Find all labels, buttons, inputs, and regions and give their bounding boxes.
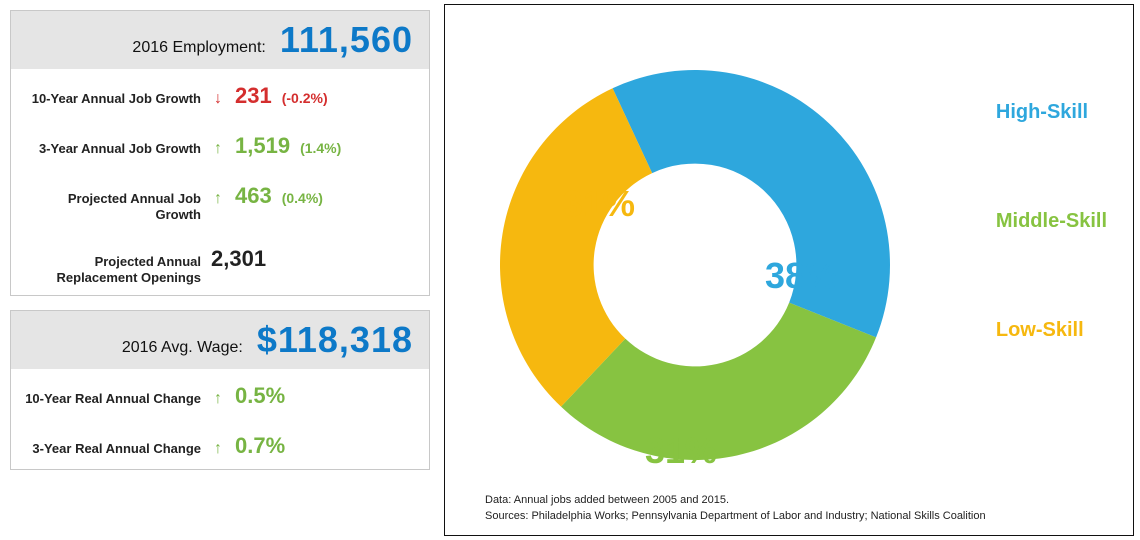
stat-row-label: 3-Year Annual Job Growth xyxy=(21,141,201,157)
legend: High-Skill Middle-Skill Low-Skill xyxy=(996,101,1107,342)
donut-slice-label: 31% xyxy=(645,430,717,472)
legend-item: High-Skill xyxy=(996,101,1107,124)
arrow-down-icon: ↓ xyxy=(211,90,225,108)
stat-row-value: 0.7% xyxy=(235,433,285,459)
left-panel: 2016 Employment: 111,560 10-Year Annual … xyxy=(0,0,430,540)
employment-rows: 10-Year Annual Job Growth ↓ 231 (-0.2%) 3-Ye… xyxy=(11,69,429,295)
wage-rows: 10-Year Real Annual Change ↑ 0.5% 3-Year Re… xyxy=(11,369,429,469)
stat-row: 3-Year Real Annual Change ↑ 0.7% xyxy=(11,419,429,469)
donut-chart: 38% 31% 31% xyxy=(485,55,905,475)
stat-row-value: 1,519 xyxy=(235,133,290,159)
stat-row-label: 10-Year Annual Job Growth xyxy=(21,91,201,107)
arrow-up-icon: ↑ xyxy=(211,390,225,408)
wage-header: 2016 Avg. Wage: $118,318 xyxy=(11,311,429,369)
employment-card: 2016 Employment: 111,560 10-Year Annual … xyxy=(10,10,430,296)
wage-card: 2016 Avg. Wage: $118,318 10-Year Real An… xyxy=(10,310,430,470)
donut-slice-label: 38% xyxy=(765,255,837,297)
stat-row-label: Projected Annual Job Growth xyxy=(21,191,201,222)
donut-slice xyxy=(613,70,890,337)
stat-row-value: 0.5% xyxy=(235,383,285,409)
stat-row: 3-Year Annual Job Growth ↑ 1,519 (1.4%) xyxy=(11,119,429,169)
stat-row-value: 231 xyxy=(235,83,272,109)
stat-row: Projected Annual Job Growth ↑ 463 (0.4%) xyxy=(11,169,429,232)
donut-svg xyxy=(485,55,905,475)
legend-item: Low-Skill xyxy=(996,319,1107,342)
stat-row-label: 10-Year Real Annual Change xyxy=(21,391,201,407)
stat-row-value: 2,301 xyxy=(211,246,266,272)
stat-row-pct: (-0.2%) xyxy=(282,90,328,106)
arrow-up-icon: ↑ xyxy=(211,440,225,458)
arrow-up-icon: ↑ xyxy=(211,190,225,208)
employment-header: 2016 Employment: 111,560 xyxy=(11,11,429,69)
employment-header-label: 2016 Employment: xyxy=(132,39,265,57)
footnote: Data: Annual jobs added between 2005 and… xyxy=(485,493,986,525)
employment-header-value: 111,560 xyxy=(280,19,413,61)
legend-item: Middle-Skill xyxy=(996,210,1107,233)
donut-slice-label: 31% xyxy=(563,183,635,225)
stat-row-pct: (0.4%) xyxy=(282,190,323,206)
footnote-line1: Data: Annual jobs added between 2005 and… xyxy=(485,493,986,509)
chart-panel: 38% 31% 31% High-Skill Middle-Skill Low-Skil… xyxy=(444,4,1134,536)
footnote-line2: Sources: Philadelphia Works; Pennsylvani… xyxy=(485,509,986,525)
stat-row-label: Projected Annual Replacement Openings xyxy=(21,254,201,285)
stat-row-pct: (1.4%) xyxy=(300,140,341,156)
wage-header-label: 2016 Avg. Wage: xyxy=(122,339,243,357)
wage-header-value: $118,318 xyxy=(257,319,413,361)
stat-row-value: 463 xyxy=(235,183,272,209)
stat-row: 10-Year Annual Job Growth ↓ 231 (-0.2%) xyxy=(11,69,429,119)
stat-row: 10-Year Real Annual Change ↑ 0.5% xyxy=(11,369,429,419)
stat-row-label: 3-Year Real Annual Change xyxy=(21,441,201,457)
arrow-up-icon: ↑ xyxy=(211,140,225,158)
stat-row: Projected Annual Replacement Openings 2,3… xyxy=(11,232,429,295)
